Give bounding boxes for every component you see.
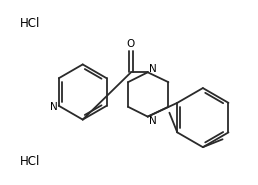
Text: HCl: HCl bbox=[20, 17, 40, 30]
Text: HCl: HCl bbox=[20, 155, 40, 168]
Text: O: O bbox=[127, 39, 135, 49]
Text: N: N bbox=[149, 64, 157, 74]
Text: N: N bbox=[50, 102, 58, 112]
Text: N: N bbox=[149, 116, 157, 126]
